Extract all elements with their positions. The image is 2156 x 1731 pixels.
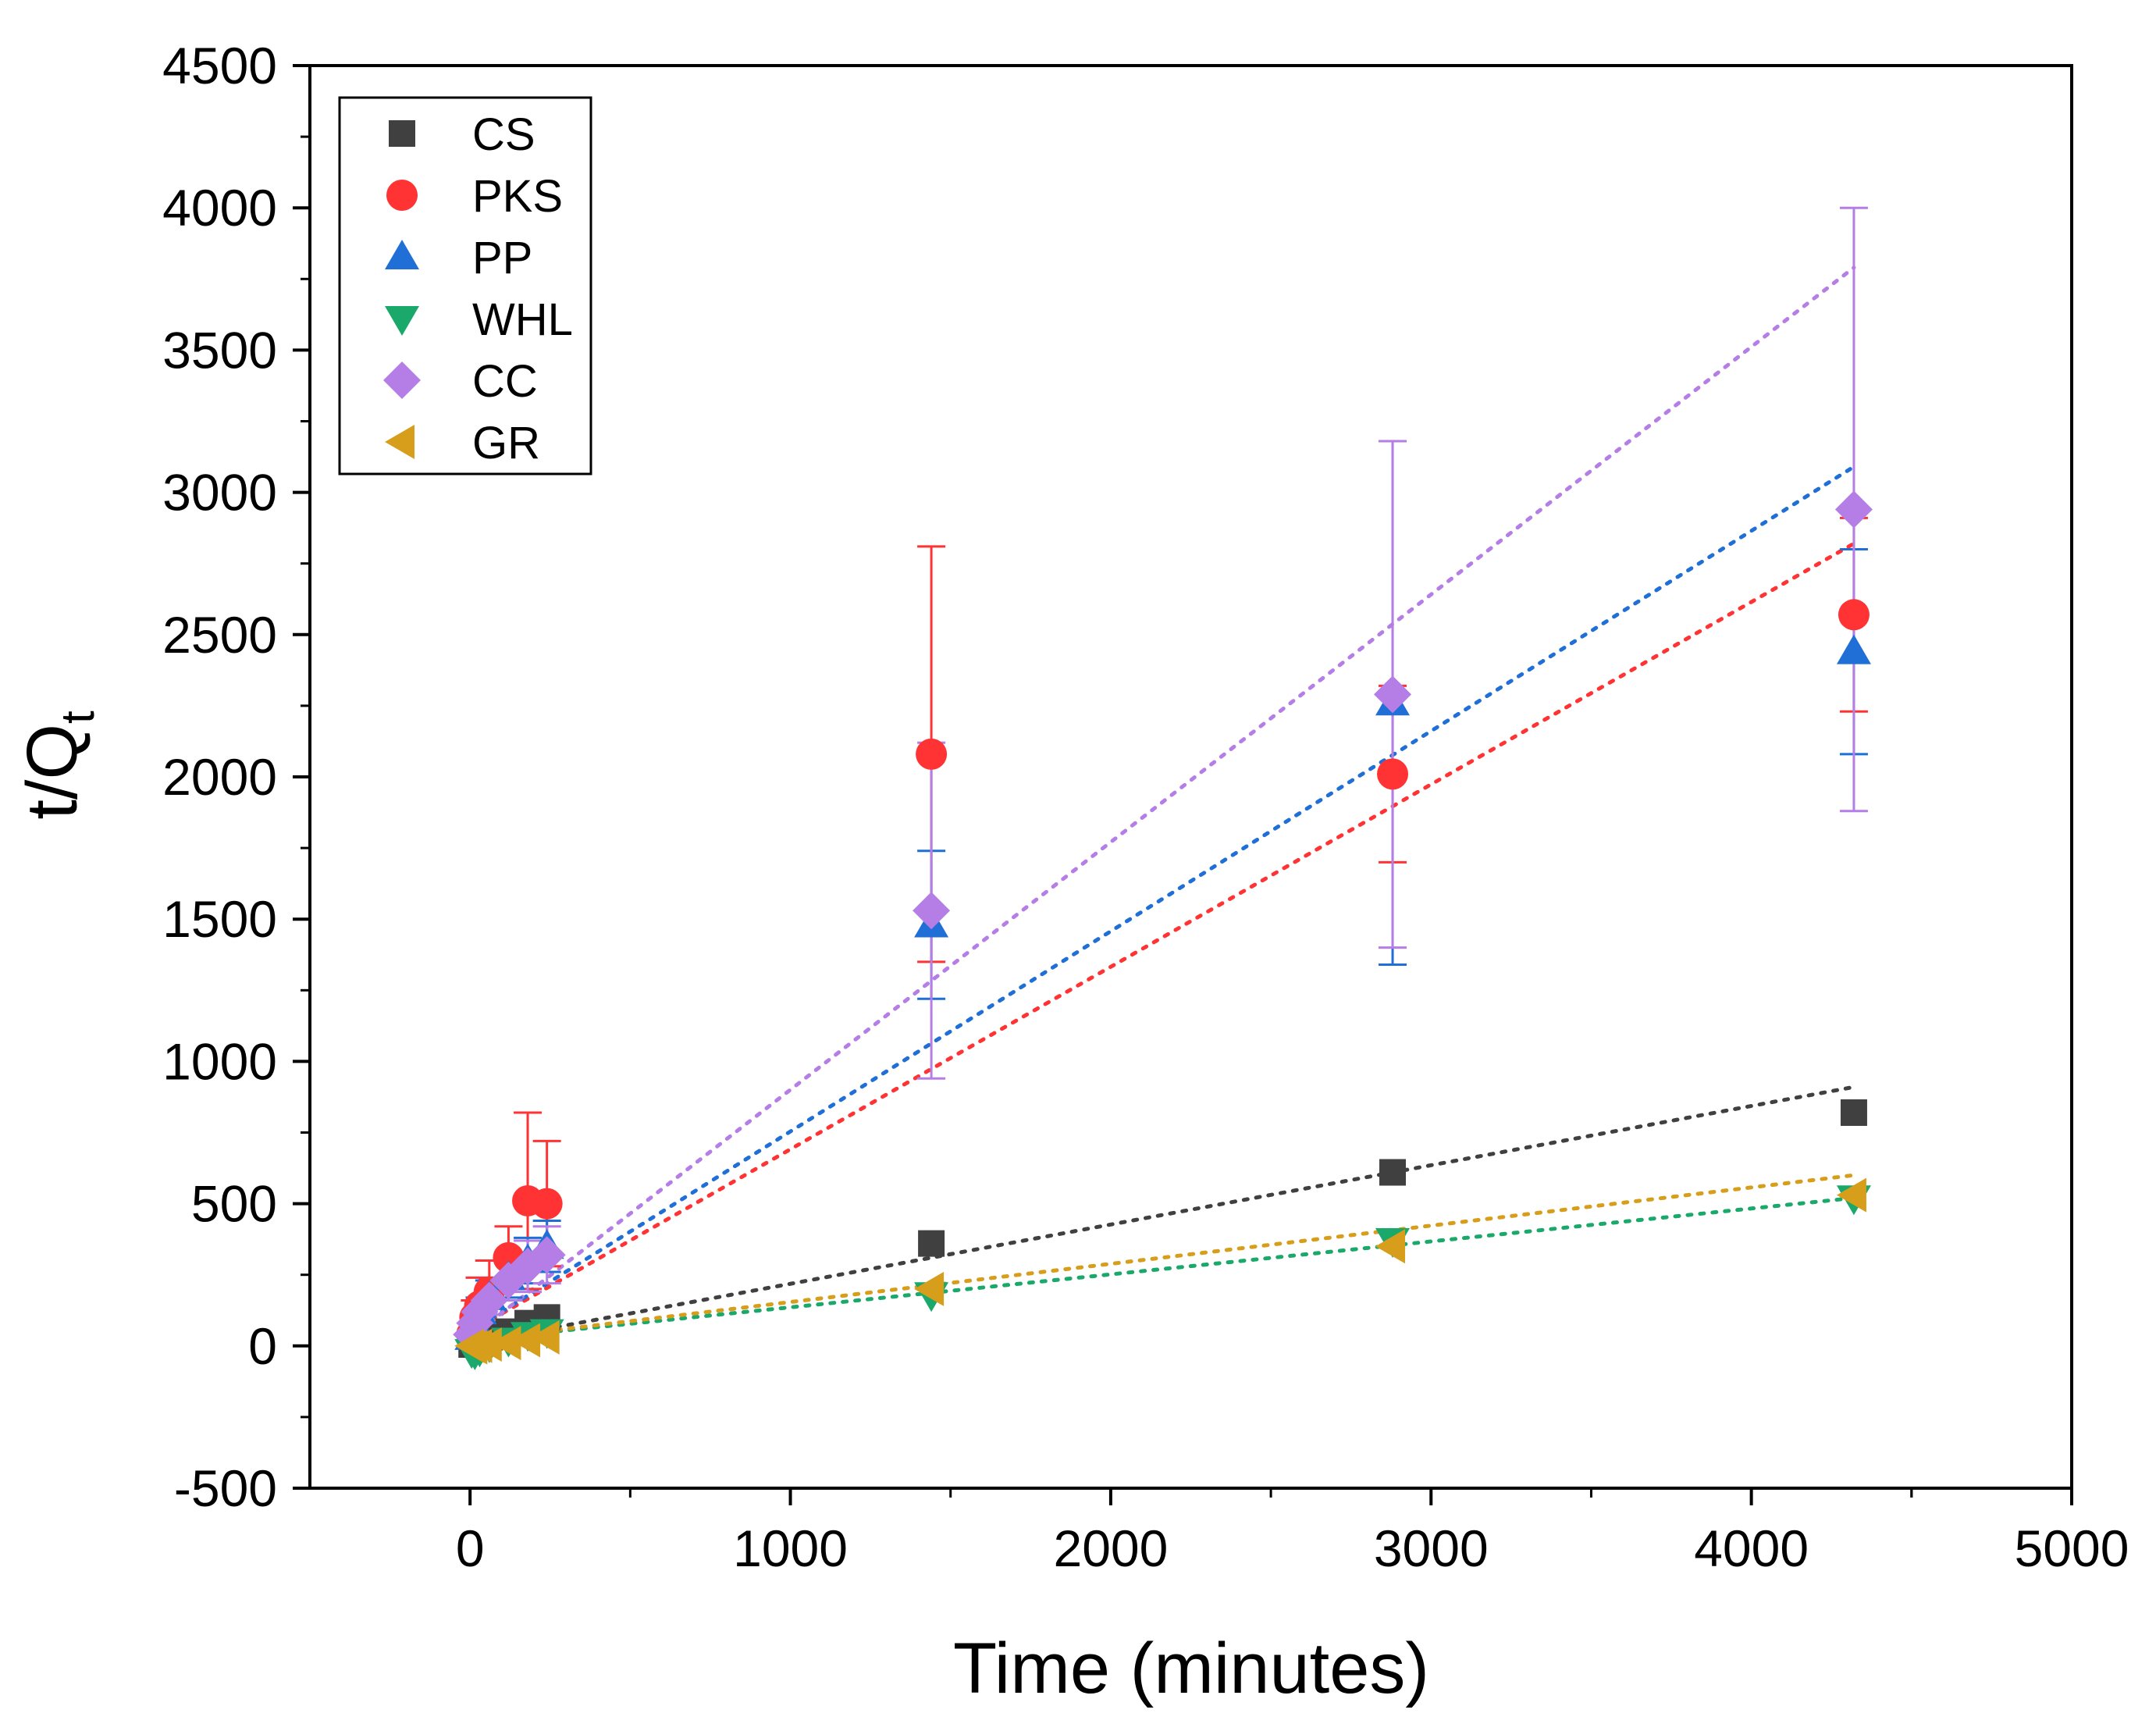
legend-label: CC xyxy=(472,356,538,407)
data-point-pks xyxy=(1838,599,1870,631)
data-point-pks xyxy=(916,738,948,770)
data-point-cs xyxy=(1840,1099,1867,1126)
legend-marker-cc xyxy=(383,362,421,399)
data-point-cc xyxy=(470,1281,508,1320)
legend-marker-cs xyxy=(389,120,415,147)
data-point-gr xyxy=(471,1327,502,1362)
legend-label: PP xyxy=(472,233,532,283)
legend-label: PKS xyxy=(472,171,563,222)
x-tick-label: 3000 xyxy=(1374,1519,1489,1577)
x-tick-label: 4000 xyxy=(1694,1519,1809,1577)
y-axis-title-main: t/Q xyxy=(12,724,92,820)
legend-marker-gr xyxy=(385,425,414,459)
x-tick-label: 2000 xyxy=(1053,1519,1168,1577)
x-tick-label: 5000 xyxy=(2015,1519,2129,1577)
legend-item-pks: PKS xyxy=(386,171,563,222)
legend-item-whl: WHL xyxy=(385,294,573,345)
y-tick-label: 2000 xyxy=(162,748,277,806)
y-axis-title-subscript: t xyxy=(52,711,104,724)
legend-label: WHL xyxy=(472,294,573,345)
legend-marker-whl xyxy=(385,306,419,336)
data-point-pks xyxy=(531,1188,563,1220)
x-axis-title: Time (minutes) xyxy=(953,1629,1429,1708)
y-tick-label: 0 xyxy=(248,1317,277,1375)
legend-box xyxy=(338,96,592,475)
data-point-cs xyxy=(1379,1159,1407,1186)
x-tick-label: 1000 xyxy=(733,1519,848,1577)
data-point-pp xyxy=(1836,634,1871,664)
legend-marker-pp xyxy=(385,240,419,269)
data-point-cc xyxy=(1374,675,1412,714)
data-point-gr xyxy=(491,1326,521,1361)
legend-label: CS xyxy=(472,109,535,160)
y-tick-label: 500 xyxy=(191,1175,277,1233)
y-tick-label: 3000 xyxy=(162,464,277,522)
data-point-cs xyxy=(918,1230,945,1257)
data-point-gr xyxy=(511,1323,541,1358)
trendline-pks xyxy=(468,541,1856,1334)
data-markers xyxy=(453,490,1873,1370)
legend-item-pp: PP xyxy=(385,233,532,283)
legend: CS PKS PP WHL CC GR xyxy=(338,96,592,475)
legend-item-cc: CC xyxy=(383,356,538,407)
svg-text:t/Qt: t/Qt xyxy=(12,711,104,820)
trendline-pp xyxy=(468,465,1856,1334)
trendline-gr xyxy=(468,1173,1856,1343)
y-tick-label: 1500 xyxy=(162,890,277,948)
y-tick-label: 1000 xyxy=(162,1032,277,1090)
data-point-gr xyxy=(1375,1229,1406,1264)
tick-labels: 0 1000 2000 3000 4000 5000 -500 0 500 1000 1500 200… xyxy=(162,37,2129,1577)
data-point-gr xyxy=(1836,1177,1866,1213)
trendlines xyxy=(468,265,1856,1345)
legend-item-cs: CS xyxy=(389,109,535,160)
legend-item-gr: GR xyxy=(385,418,540,468)
x-tick-label: 0 xyxy=(456,1519,485,1577)
data-point-cc xyxy=(913,892,951,930)
trendline-cc xyxy=(468,265,1856,1340)
data-point-cc xyxy=(1834,490,1873,529)
y-tick-label: 2500 xyxy=(162,606,277,664)
data-point-gr xyxy=(529,1320,560,1355)
y-tick-label: 3500 xyxy=(162,321,277,379)
y-tick-label: 4000 xyxy=(162,179,277,237)
data-point-pks xyxy=(1377,758,1409,790)
y-tick-label: -500 xyxy=(174,1459,277,1517)
legend-label: GR xyxy=(472,418,540,468)
data-point-gr xyxy=(914,1271,945,1306)
axes xyxy=(293,64,2073,1505)
data-point-cc xyxy=(528,1236,566,1274)
y-tick-label: 4500 xyxy=(162,37,277,94)
trendline-cs xyxy=(468,1085,1856,1345)
y-axis-title: t/Qt xyxy=(12,711,104,820)
legend-marker-pks xyxy=(386,180,418,211)
